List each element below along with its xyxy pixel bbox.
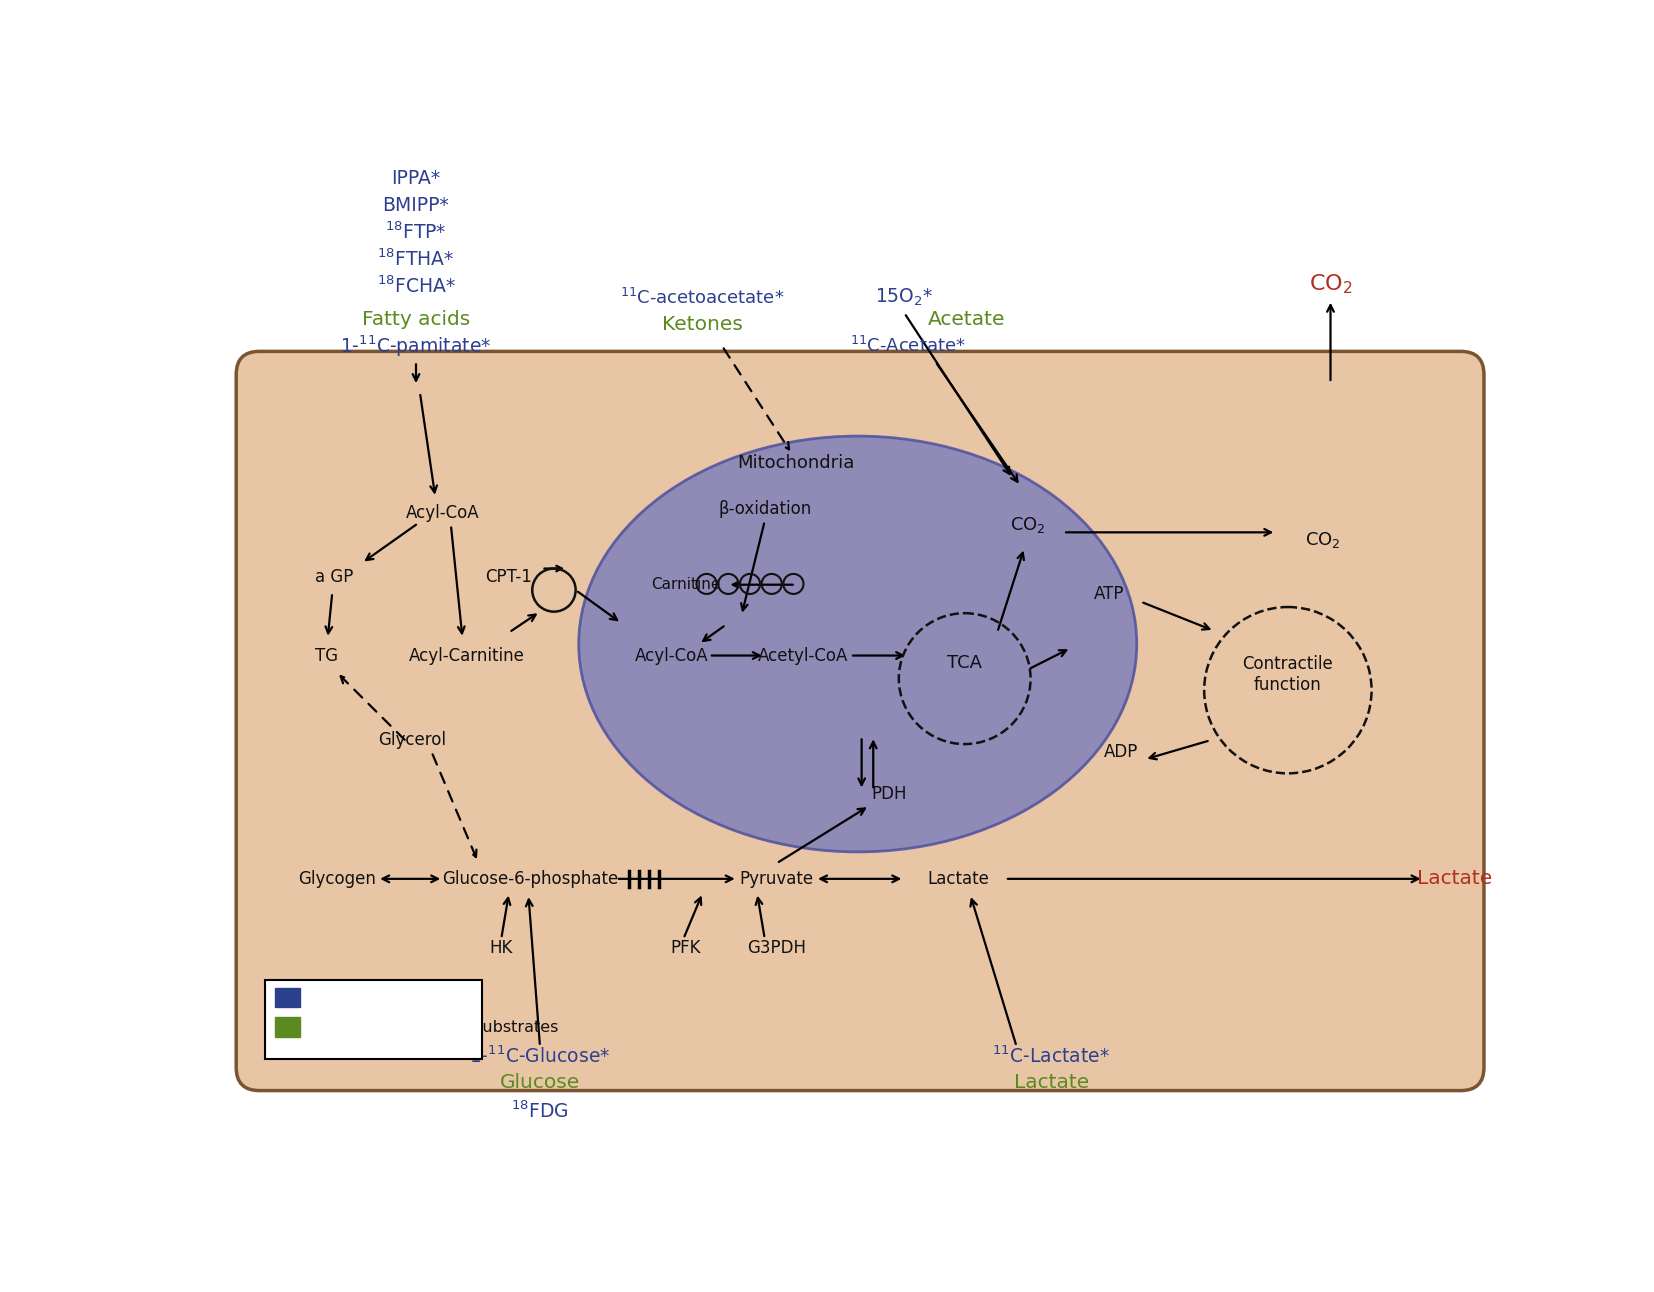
Text: $^{18}$FDG: $^{18}$FDG xyxy=(511,1101,569,1123)
Ellipse shape xyxy=(579,437,1136,851)
Text: Glucose: Glucose xyxy=(500,1074,581,1093)
Text: Acetate: Acetate xyxy=(928,310,1006,328)
Text: Glycerol: Glycerol xyxy=(379,731,447,749)
Text: CPT-1: CPT-1 xyxy=(486,568,533,587)
Text: $^{18}$FCHA*: $^{18}$FCHA* xyxy=(377,275,455,297)
Text: a GP: a GP xyxy=(316,568,354,587)
Text: *PET tracer: *PET tracer xyxy=(369,991,460,1005)
Text: Acyl-CoA: Acyl-CoA xyxy=(407,504,480,522)
Text: TG: TG xyxy=(316,646,339,664)
Text: BMIPP*: BMIPP* xyxy=(382,195,450,214)
FancyBboxPatch shape xyxy=(275,988,299,1008)
Text: ADP: ADP xyxy=(1105,743,1138,761)
Text: Acyl-CoA: Acyl-CoA xyxy=(635,646,708,664)
Text: Lactate: Lactate xyxy=(1014,1074,1088,1093)
FancyBboxPatch shape xyxy=(275,1017,299,1036)
Text: $^{11}$C-Lactate*: $^{11}$C-Lactate* xyxy=(992,1045,1110,1067)
Text: $^{11}$C-acetoacetate*: $^{11}$C-acetoacetate* xyxy=(620,287,786,307)
Text: CO$_2$: CO$_2$ xyxy=(1305,530,1341,550)
FancyBboxPatch shape xyxy=(265,981,481,1059)
Text: IPPA*: IPPA* xyxy=(392,169,440,187)
Text: 15O$_2$*: 15O$_2$* xyxy=(875,287,933,307)
Text: $^{11}$C-Acetate*: $^{11}$C-Acetate* xyxy=(850,336,966,357)
Text: CO$_2$: CO$_2$ xyxy=(1011,514,1045,535)
Text: Carnitine: Carnitine xyxy=(652,578,721,592)
Text: 1-$^{11}$C-Glucose*: 1-$^{11}$C-Glucose* xyxy=(470,1045,610,1067)
Text: Glucose-6-phosphate: Glucose-6-phosphate xyxy=(443,870,619,888)
Text: Mitochondria: Mitochondria xyxy=(738,453,855,472)
Text: HK: HK xyxy=(490,939,513,957)
Text: Acyl-Carnitine: Acyl-Carnitine xyxy=(409,646,524,664)
Text: Lactate: Lactate xyxy=(1417,870,1492,889)
FancyBboxPatch shape xyxy=(237,351,1484,1090)
Text: CO$_2$: CO$_2$ xyxy=(1308,273,1353,296)
Text: Acetyl-CoA: Acetyl-CoA xyxy=(758,646,849,664)
Text: TCA: TCA xyxy=(948,654,982,672)
Text: β-oxidation: β-oxidation xyxy=(718,500,812,518)
Text: G3PDH: G3PDH xyxy=(748,939,805,957)
Text: PFK: PFK xyxy=(670,939,701,957)
Text: Ketones: Ketones xyxy=(662,315,743,333)
Text: 1-$^{11}$C-pamitate*: 1-$^{11}$C-pamitate* xyxy=(341,333,491,359)
Text: $^{18}$FTHA*: $^{18}$FTHA* xyxy=(377,248,455,270)
Text: Lactate: Lactate xyxy=(928,870,989,888)
Text: Glycogen: Glycogen xyxy=(298,870,375,888)
Text: Pyruvate: Pyruvate xyxy=(739,870,814,888)
Text: PDH: PDH xyxy=(872,786,906,804)
Text: Contractile
function: Contractile function xyxy=(1242,655,1333,694)
Text: ATP: ATP xyxy=(1095,585,1125,603)
Text: $^{18}$FTP*: $^{18}$FTP* xyxy=(385,221,447,243)
Text: Endogenous substrates: Endogenous substrates xyxy=(369,1019,557,1035)
Text: Fatty acids: Fatty acids xyxy=(362,310,470,328)
